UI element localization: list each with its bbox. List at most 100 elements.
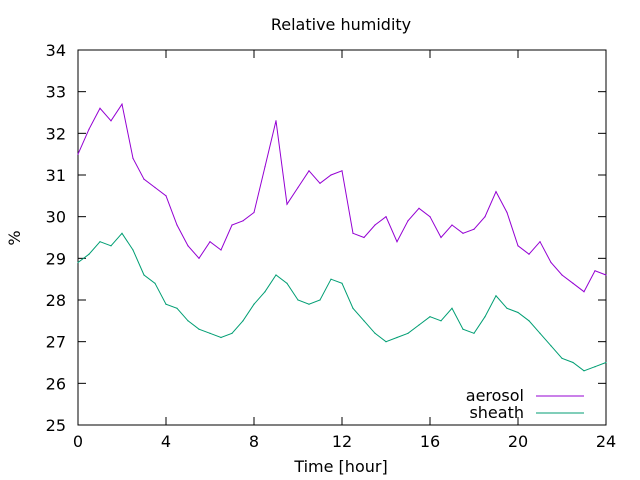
data-point-aerosol (341, 170, 343, 172)
data-point-sheath (143, 274, 145, 276)
y-tick-label: 28 (46, 291, 66, 310)
data-point-aerosol (77, 153, 79, 155)
data-point-sheath (198, 328, 200, 330)
data-point-sheath (253, 303, 255, 305)
data-point-sheath (374, 332, 376, 334)
data-point-aerosol (176, 224, 178, 226)
y-axis-label: % (5, 230, 24, 245)
data-point-sheath (352, 307, 354, 309)
data-point-aerosol (594, 270, 596, 272)
data-point-sheath (88, 253, 90, 255)
data-point-aerosol (297, 186, 299, 189)
data-point-sheath (462, 328, 464, 330)
data-point-sheath (99, 241, 101, 243)
x-tick-label: 16 (420, 432, 440, 451)
data-point-aerosol (605, 274, 607, 276)
data-point-sheath (539, 332, 541, 334)
data-point-sheath (297, 299, 299, 301)
data-point-aerosol (385, 216, 387, 218)
data-point-aerosol (528, 253, 530, 255)
x-tick-label: 24 (596, 432, 616, 451)
data-point-aerosol (88, 128, 90, 130)
data-point-aerosol (572, 282, 574, 284)
y-tick-label: 26 (46, 374, 66, 393)
data-point-sheath (517, 311, 519, 314)
data-point-aerosol (429, 216, 431, 218)
data-point-aerosol (242, 220, 244, 222)
data-point-sheath (209, 332, 211, 334)
data-point-aerosol (374, 224, 376, 226)
data-point-aerosol (308, 170, 310, 172)
data-point-sheath (418, 324, 420, 326)
data-point-aerosol (484, 216, 486, 218)
plot-frame (77, 49, 607, 426)
data-point-sheath (440, 320, 442, 322)
data-point-sheath (242, 320, 244, 322)
data-point-sheath (176, 307, 178, 309)
data-point-sheath (231, 332, 233, 334)
data-point-sheath (506, 307, 508, 309)
data-point-sheath (495, 295, 497, 297)
data-point-sheath (385, 341, 387, 343)
data-point-sheath (132, 249, 134, 251)
data-point-aerosol (121, 103, 123, 105)
data-point-aerosol (198, 257, 200, 259)
data-point-aerosol (451, 224, 453, 226)
data-point-sheath (165, 303, 167, 305)
data-point-sheath (110, 245, 112, 247)
y-tick-label: 25 (46, 416, 66, 435)
data-point-aerosol (440, 236, 442, 239)
data-point-sheath (154, 282, 156, 284)
x-tick-label: 20 (508, 432, 528, 451)
data-point-aerosol (473, 228, 475, 230)
data-point-sheath (528, 320, 530, 322)
y-tick-label: 27 (46, 333, 66, 352)
data-point-aerosol (330, 174, 332, 176)
data-point-sheath (572, 361, 574, 364)
data-point-aerosol (154, 186, 156, 189)
data-point-sheath (220, 336, 222, 339)
data-point-aerosol (187, 245, 189, 247)
data-point-sheath (341, 282, 343, 284)
y-tick-label: 33 (46, 83, 66, 102)
data-point-aerosol (363, 236, 365, 239)
data-point-sheath (429, 316, 431, 318)
data-point-aerosol (407, 220, 409, 222)
legend-label: aerosol (466, 386, 524, 405)
data-point-aerosol (220, 249, 222, 251)
data-point-aerosol (495, 191, 497, 193)
data-point-aerosol (462, 232, 464, 234)
data-point-aerosol (286, 203, 288, 205)
data-point-sheath (396, 336, 398, 339)
data-point-sheath (319, 299, 321, 301)
x-tick-label: 12 (332, 432, 352, 451)
data-point-sheath (121, 232, 123, 234)
data-point-aerosol (539, 241, 541, 243)
data-point-aerosol (319, 182, 321, 184)
data-point-sheath (583, 370, 585, 372)
data-point-aerosol (99, 107, 101, 109)
x-axis-label: Time [hour] (293, 457, 387, 476)
legend-label: sheath (469, 403, 524, 422)
y-axis: 25 26 27 28 29 30 31 32 33 34 (46, 41, 606, 435)
data-point-sheath (286, 282, 288, 284)
data-point-sheath (363, 320, 365, 322)
data-point-sheath (605, 361, 607, 364)
data-point-sheath (77, 261, 79, 264)
data-point-sheath (264, 291, 266, 293)
data-point-aerosol (506, 211, 508, 214)
data-point-aerosol (165, 195, 167, 197)
x-tick-label: 8 (249, 432, 259, 451)
data-point-sheath (275, 274, 277, 276)
data-point-aerosol (275, 120, 277, 122)
data-point-sheath (484, 316, 486, 318)
data-point-aerosol (352, 232, 354, 234)
x-tick-label: 0 (73, 432, 83, 451)
y-tick-label: 32 (46, 124, 66, 143)
y-tick-label: 30 (46, 208, 66, 227)
data-point-aerosol (209, 241, 211, 243)
data-point-aerosol (418, 207, 420, 209)
data-point-sheath (550, 345, 552, 347)
data-point-sheath (330, 278, 332, 280)
